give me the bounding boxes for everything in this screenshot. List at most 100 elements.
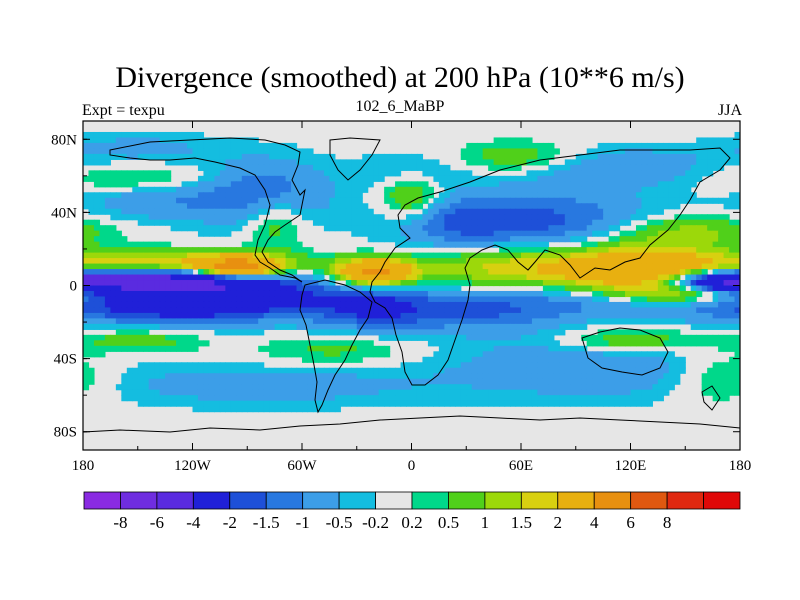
field-cell [274, 247, 281, 254]
field-cell [635, 290, 643, 298]
field-cell [274, 301, 281, 309]
field-cell [219, 312, 226, 319]
field-cell [477, 329, 484, 336]
field-cell [296, 323, 303, 330]
field-cell [504, 142, 511, 150]
field-cell [570, 230, 577, 237]
field-cell [170, 148, 177, 155]
field-cell [679, 175, 686, 182]
field-cell [592, 351, 599, 358]
field-cell [192, 378, 199, 385]
field-cell [148, 208, 155, 215]
field-cell [176, 280, 183, 287]
field-cell [696, 323, 703, 330]
field-cell [515, 247, 522, 254]
field-cell [280, 236, 287, 243]
field-cell [192, 406, 199, 413]
field-cell [537, 340, 544, 347]
field-cell [99, 301, 106, 309]
field-cell [187, 378, 194, 385]
field-cell [734, 307, 740, 314]
field-cell [422, 307, 429, 314]
field-cell [329, 395, 336, 402]
field-cell [723, 301, 730, 309]
field-cell [214, 170, 221, 177]
field-cell [291, 400, 298, 407]
field-cell [395, 230, 402, 237]
field-cell [630, 296, 637, 303]
field-cell [197, 208, 205, 215]
field-cell [269, 252, 276, 259]
field-cell [176, 334, 183, 341]
field-cell [312, 329, 320, 336]
field-cell [657, 280, 664, 287]
field-cell [707, 389, 714, 396]
field-cell [384, 323, 391, 330]
field-cell [159, 400, 166, 407]
field-cell [685, 192, 692, 199]
field-cell [477, 236, 484, 243]
field-cell [406, 378, 413, 385]
field-cell [542, 345, 549, 352]
field-cell [652, 164, 659, 171]
field-cell [312, 258, 320, 265]
field-cell [712, 378, 719, 385]
field-cell [187, 290, 194, 298]
field-cell [575, 389, 582, 396]
field-cell [531, 153, 539, 160]
field-cell [400, 186, 407, 193]
field-cell [356, 263, 363, 270]
field-cell [93, 290, 101, 298]
field-cell [208, 263, 215, 270]
field-cell [553, 384, 560, 391]
field-cell [592, 230, 599, 237]
field-cell [351, 192, 358, 199]
field-cell [285, 269, 292, 276]
field-cell [455, 225, 462, 232]
field-cell [148, 301, 155, 309]
field-cell [537, 247, 544, 254]
field-cell [395, 186, 402, 193]
field-cell [444, 197, 451, 204]
field-cell [690, 241, 697, 248]
field-cell [466, 269, 473, 276]
field-cell [504, 241, 511, 248]
field-cell [646, 312, 653, 319]
field-cell [433, 329, 440, 336]
field-cell [247, 301, 254, 309]
field-cell [712, 296, 719, 303]
field-cell [192, 367, 199, 374]
field-cell [99, 203, 106, 210]
field-cell [389, 269, 396, 276]
field-cell [597, 186, 604, 193]
field-cell [280, 395, 287, 402]
field-cell [83, 301, 90, 309]
field-cell [493, 290, 500, 298]
field-cell [526, 296, 533, 303]
field-cell [471, 148, 478, 155]
field-cell [285, 345, 292, 352]
field-cell [592, 258, 599, 265]
field-cell [373, 307, 380, 314]
field-cell [438, 269, 445, 276]
field-cell [225, 285, 232, 292]
field-cell [148, 362, 155, 369]
field-cell [334, 296, 341, 303]
field-cell [230, 373, 237, 380]
field-cell [214, 258, 221, 265]
field-cell [460, 252, 467, 259]
field-cell [170, 301, 177, 309]
field-cell [329, 340, 336, 347]
field-cell [296, 384, 303, 391]
field-cell [88, 274, 95, 281]
field-cell [367, 351, 374, 358]
field-cell [581, 230, 588, 237]
field-cell [564, 230, 571, 237]
field-cell [115, 203, 122, 210]
field-cell [197, 378, 205, 385]
field-cell [285, 389, 292, 396]
field-cell [712, 334, 719, 341]
field-cell [701, 318, 708, 325]
field-cell [121, 301, 128, 309]
field-cell [427, 356, 434, 363]
